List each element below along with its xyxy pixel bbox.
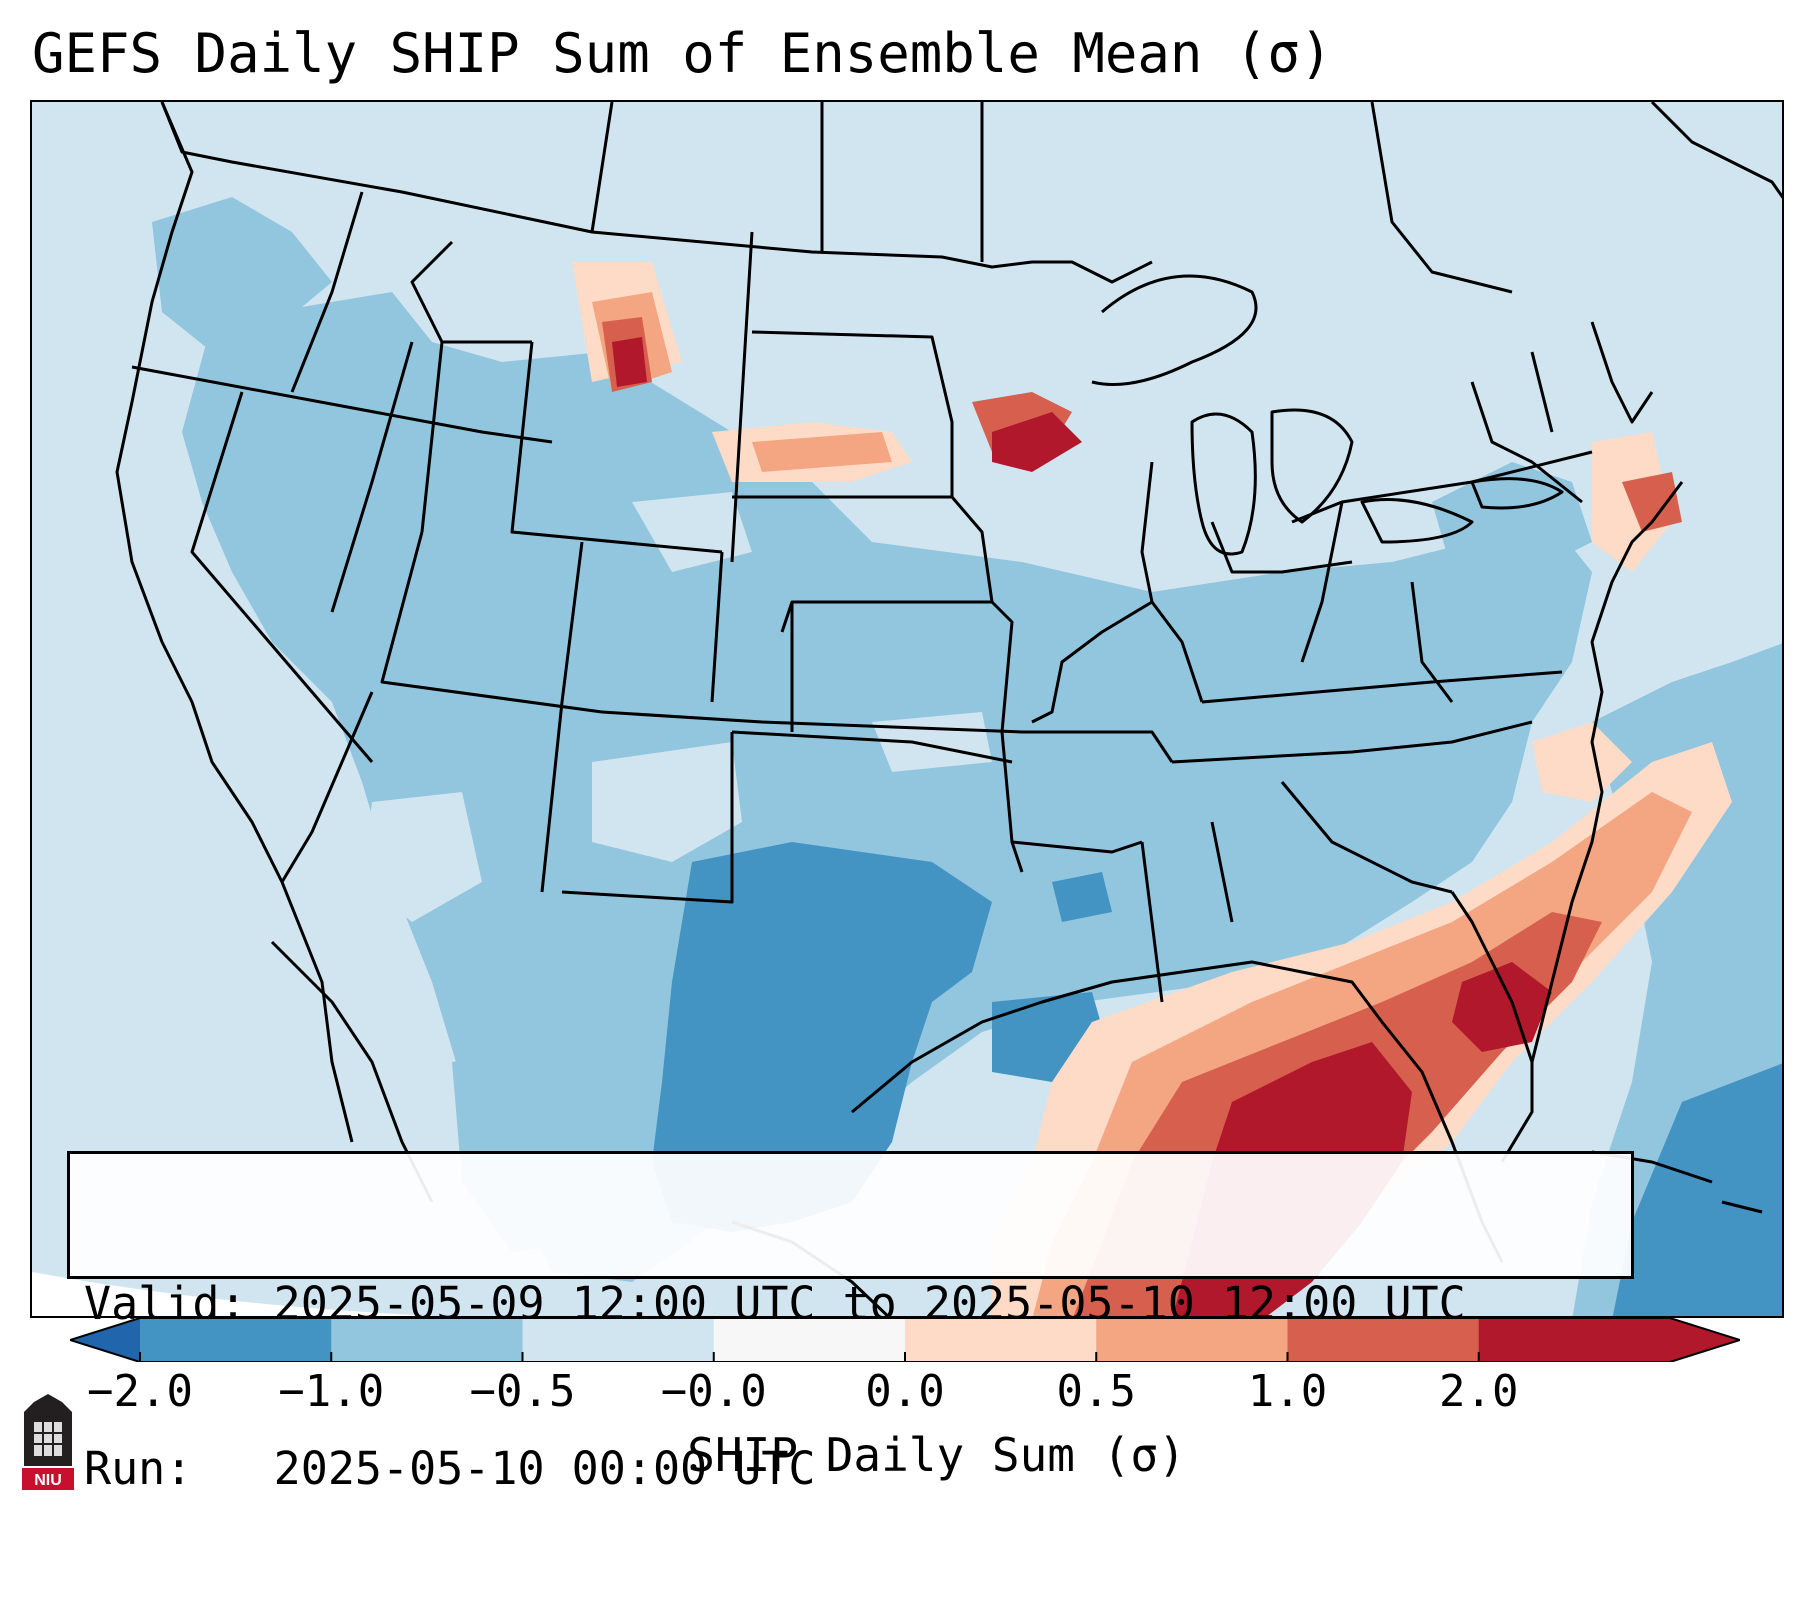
colorbar-label: SHIP Daily Sum (σ) <box>687 1428 1186 1482</box>
colorbar-tick-label: 1.0 <box>1247 1366 1328 1417</box>
colorbar-segment <box>140 1318 332 1362</box>
logo-text: NIU <box>34 1472 62 1489</box>
map-panel <box>30 100 1784 1318</box>
projection-edge <box>32 1272 436 1316</box>
colorbar <box>70 1318 1740 1362</box>
colorbar-tick-label: −1.0 <box>278 1366 385 1417</box>
logo-window-lines <box>34 1422 62 1456</box>
run-row: Run: 2025-05-10 00:00 UTC <box>84 1441 1631 1496</box>
colorbar-tick-label: 0.0 <box>865 1366 945 1417</box>
colorbar-segment <box>1478 1318 1671 1362</box>
map-canvas <box>32 102 1782 1316</box>
niu-logo: NIU <box>22 1394 74 1490</box>
colorbar-tick-label: −0.5 <box>469 1366 576 1417</box>
anomaly-dark-blue <box>652 842 1782 1316</box>
logo-window-grid <box>34 1422 62 1456</box>
colorbar-extend-low <box>70 1318 140 1362</box>
run-value: 2025-05-10 00:00 UTC <box>273 1442 816 1495</box>
figure: GEFS Daily SHIP Sum of Ensemble Mean (σ) <box>22 22 1784 1495</box>
political-borders <box>115 102 1782 1316</box>
colorbar-segment <box>713 1318 906 1362</box>
valid-run-info-box: Valid: 2025-05-09 12:00 UTC to 2025-05-1… <box>67 1151 1634 1495</box>
colorbar-tick-label: 2.0 <box>1439 1366 1519 1417</box>
colorbar-segment <box>1096 1318 1288 1362</box>
figure-title: GEFS Daily SHIP Sum of Ensemble Mean (σ) <box>32 22 1333 85</box>
colorbar-tick-label: 0.5 <box>1056 1366 1136 1417</box>
anomaly-light-blue-patches <box>252 262 1432 922</box>
colorbar-tick-label: −0.0 <box>660 1366 767 1417</box>
colorbar-segment <box>331 1318 523 1362</box>
colorbar-segment <box>1287 1318 1480 1362</box>
run-label: Run: <box>84 1442 193 1495</box>
colorbar-tick-label: −2.0 <box>87 1366 193 1417</box>
logo-badge <box>22 1468 74 1490</box>
colorbar-extend-high <box>1670 1318 1740 1362</box>
colorbar-segment <box>905 1318 1097 1362</box>
colorbar-segment <box>522 1318 715 1362</box>
